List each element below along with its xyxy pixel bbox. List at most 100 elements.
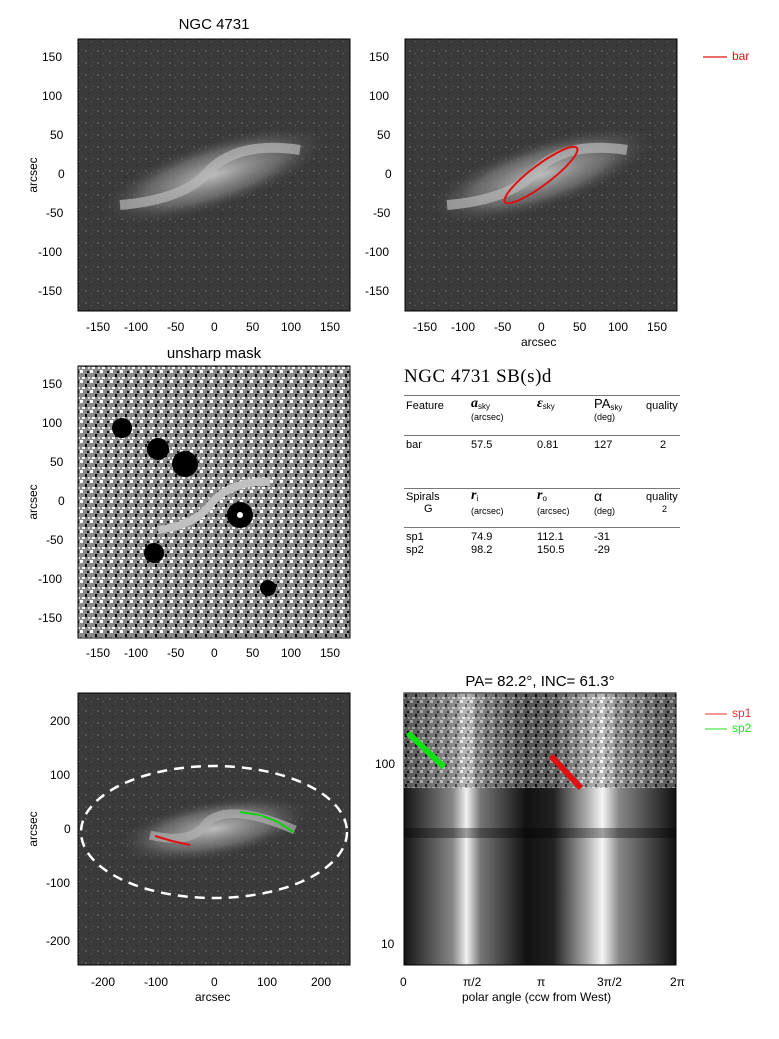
pa-symbol: PA (594, 396, 611, 411)
xtick: -50 (494, 320, 512, 334)
ytick: -100 (38, 572, 63, 586)
ytick: -200 (46, 934, 71, 948)
ytick: 150 (369, 50, 390, 64)
ro-sub: o (542, 494, 547, 503)
xtick: 100 (608, 320, 629, 334)
sp1-polar (548, 753, 584, 791)
xtick: π (537, 975, 546, 989)
galaxy-image-panel (77, 38, 351, 312)
xtick: 0 (400, 975, 407, 989)
xtick: 50 (246, 646, 260, 660)
ytick: 150 (42, 50, 63, 64)
ytick: -100 (38, 245, 63, 259)
xtick: -50 (167, 320, 185, 334)
ri-sub: i (476, 494, 479, 503)
xtick: 150 (320, 320, 341, 334)
xtick: 2π (670, 975, 685, 989)
ro-symbol: r (537, 488, 543, 503)
disk-ellipse (79, 764, 349, 900)
ri-symbol: r (471, 488, 477, 503)
pa-sub: sky (610, 403, 623, 412)
ytick: 0 (58, 494, 65, 508)
panel3-title: unsharp mask (166, 345, 262, 362)
a-unit: (arcsec) (471, 412, 504, 422)
ytick: 100 (42, 89, 63, 103)
ytick: 50 (50, 128, 64, 142)
sp2-ri: 98.2 (471, 544, 493, 556)
header-alpha: α (deg) (594, 488, 615, 516)
ytick: -150 (38, 611, 63, 625)
sp2-name: sp2 (406, 544, 424, 556)
polar-plot-panel (403, 692, 677, 966)
xtick: 150 (647, 320, 668, 334)
sp1-ri: 74.9 (471, 531, 493, 543)
ytick: 50 (50, 455, 64, 469)
xtick: -100 (124, 646, 149, 660)
sp1-name: sp1 (406, 531, 424, 543)
sp1-legend-label: sp1 (732, 706, 752, 720)
ytick: -150 (38, 284, 63, 298)
bar-a: 57.5 (471, 439, 493, 451)
ytick: -100 (46, 876, 71, 890)
table-mid-rule (404, 488, 680, 489)
xtick: 0 (211, 646, 218, 660)
a-symbol: a (471, 396, 478, 411)
xtick: 200 (311, 975, 332, 989)
panel1-ylabel: arcsec (26, 157, 40, 193)
ri-unit: (arcsec) (471, 506, 504, 516)
bar-e: 0.81 (537, 439, 559, 451)
table-spiral-rule (404, 527, 680, 528)
sp1-fit (154, 835, 191, 846)
e-symbol: ε (537, 396, 543, 411)
ytick: 0 (64, 822, 71, 836)
header-quality-2: quality (646, 491, 678, 503)
ytick: 200 (50, 714, 71, 728)
alpha-symbol: α (594, 488, 603, 504)
table-heading: NGC 4731 SB(s)d (404, 366, 552, 387)
header-ro: ro (arcsec) (537, 488, 570, 516)
header-quality: quality (646, 400, 678, 412)
xtick: -100 (124, 320, 149, 334)
ytick: -100 (365, 245, 390, 259)
panel5-ylabel: arcsec (26, 811, 40, 847)
xtick: -100 (451, 320, 476, 334)
xtick: 50 (246, 320, 260, 334)
panel5-xlabel: arcsec (195, 990, 231, 1004)
xtick: -100 (144, 975, 169, 989)
ytick: 100 (50, 768, 71, 782)
ytick: -50 (373, 206, 391, 220)
xtick: -150 (86, 320, 111, 334)
ytick: 50 (377, 128, 391, 142)
sp2-fit (239, 811, 294, 833)
alpha-unit: (deg) (594, 506, 616, 516)
xtick: -50 (167, 646, 185, 660)
xtick: π/2 (463, 975, 482, 989)
xtick: -150 (86, 646, 111, 660)
ytick: 100 (375, 757, 396, 771)
panel6-title: PA= 82.2°, INC= 61.3° (465, 673, 615, 690)
bar-ellipse (503, 145, 579, 205)
table-top-rule (404, 395, 680, 396)
bar-legend-label: bar (732, 49, 750, 63)
ytick: 0 (58, 167, 65, 181)
panel2-xlabel: arcsec (521, 335, 557, 349)
panel1-title: NGC 4731 (178, 16, 250, 33)
sp2-alpha: -29 (594, 544, 610, 556)
sp2-legend-label: sp2 (732, 721, 752, 735)
header-g: G (424, 503, 433, 515)
ytick: -150 (365, 284, 390, 298)
ytick: 100 (369, 89, 390, 103)
ro-unit: (arcsec) (537, 506, 570, 516)
xtick: 0 (538, 320, 545, 334)
header-e-sky: εsky (537, 396, 555, 412)
panel3-ylabel: arcsec (26, 484, 40, 520)
spiral-quality-value: 2 (662, 504, 668, 514)
bar-quality: 2 (660, 439, 667, 451)
unsharp-mask-panel (77, 365, 351, 639)
xtick: 0 (211, 975, 218, 989)
sp1-ro: 112.1 (537, 531, 564, 543)
a-sub: sky (478, 402, 490, 411)
ytick: -50 (46, 533, 64, 547)
panel6-xlabel: polar angle (ccw from West) (462, 990, 612, 1004)
